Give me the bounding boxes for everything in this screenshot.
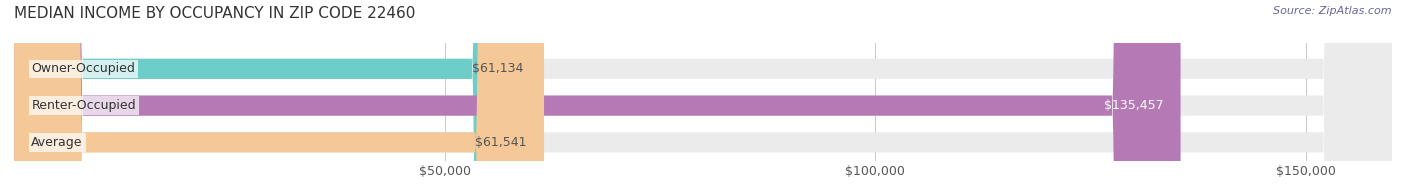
FancyBboxPatch shape xyxy=(14,0,1181,196)
FancyBboxPatch shape xyxy=(14,0,540,196)
Text: Average: Average xyxy=(31,136,83,149)
Text: Owner-Occupied: Owner-Occupied xyxy=(31,62,135,75)
FancyBboxPatch shape xyxy=(14,0,1392,196)
Text: $61,134: $61,134 xyxy=(472,62,523,75)
FancyBboxPatch shape xyxy=(14,0,1392,196)
Text: $135,457: $135,457 xyxy=(1104,99,1163,112)
Text: Renter-Occupied: Renter-Occupied xyxy=(31,99,136,112)
FancyBboxPatch shape xyxy=(14,0,1392,196)
Text: $61,541: $61,541 xyxy=(475,136,527,149)
Text: MEDIAN INCOME BY OCCUPANCY IN ZIP CODE 22460: MEDIAN INCOME BY OCCUPANCY IN ZIP CODE 2… xyxy=(14,6,415,21)
Text: Source: ZipAtlas.com: Source: ZipAtlas.com xyxy=(1274,6,1392,16)
FancyBboxPatch shape xyxy=(14,0,544,196)
